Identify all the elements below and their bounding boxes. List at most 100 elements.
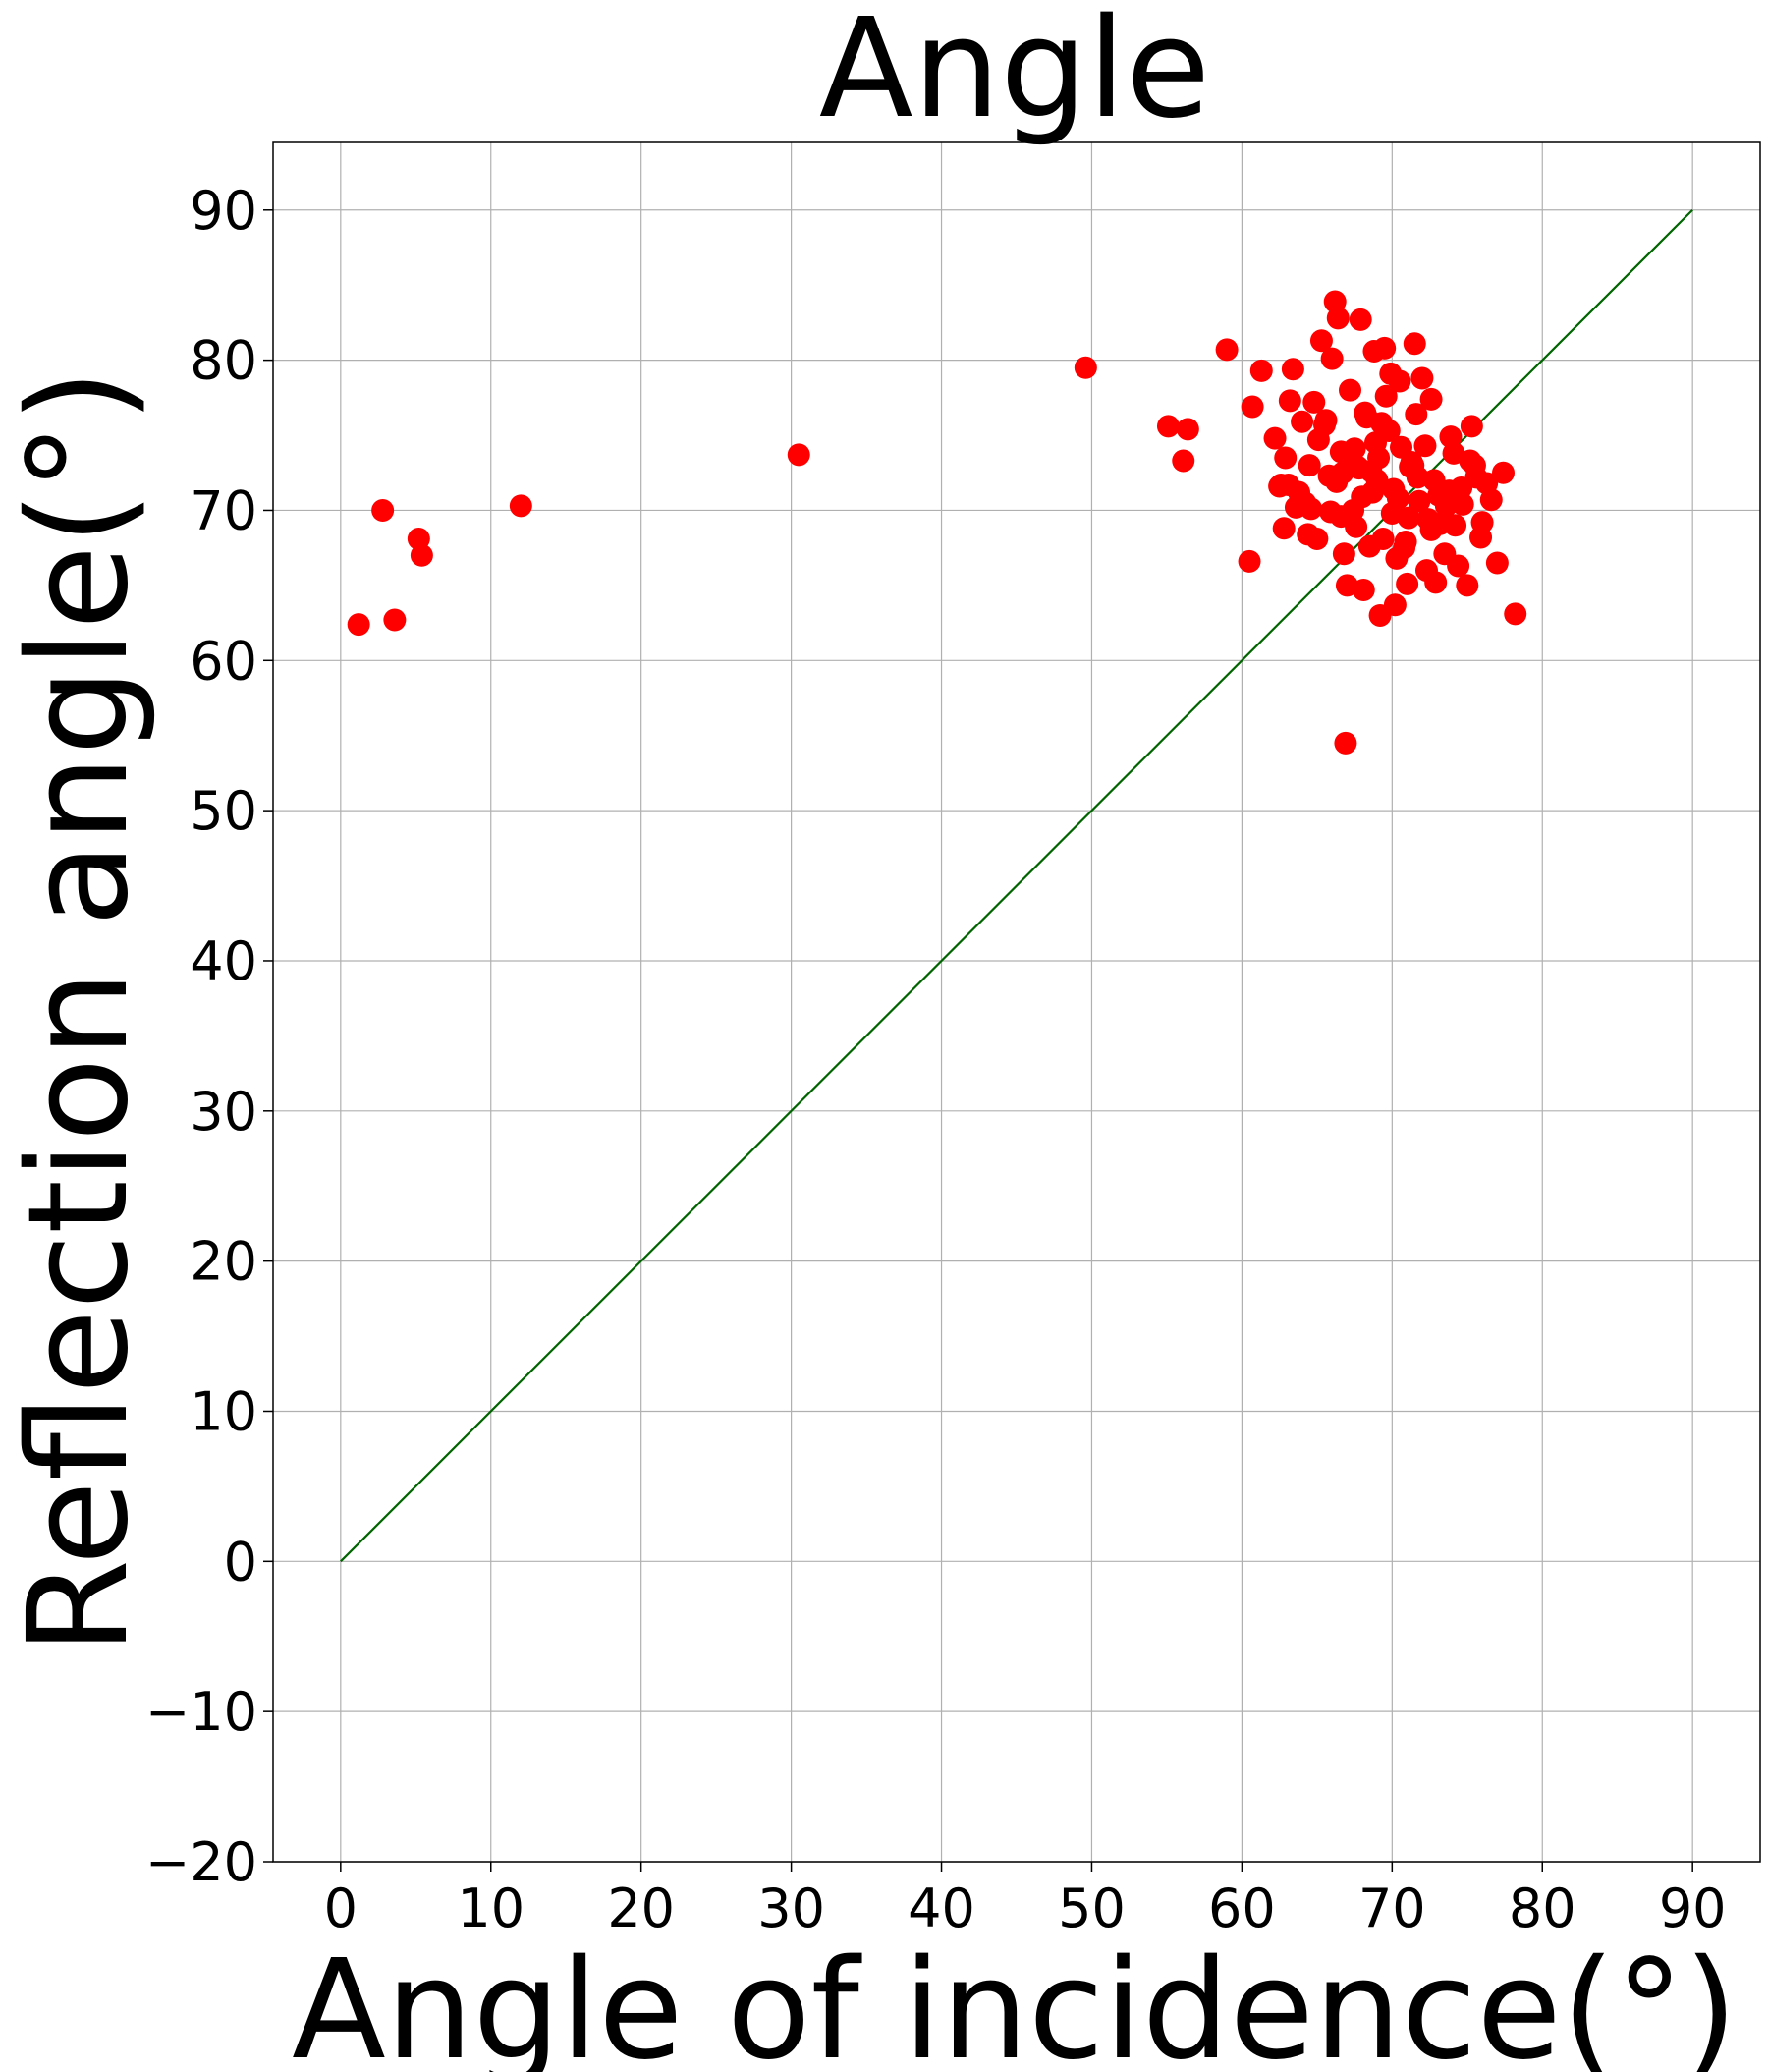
scatter-point: [371, 498, 395, 522]
scatter-point: [1371, 527, 1395, 550]
scatter-point: [1339, 378, 1362, 402]
y-tick-label: 40: [190, 930, 257, 992]
scatter-point: [1367, 446, 1391, 470]
y-tick-label: 80: [190, 330, 257, 392]
scatter-point: [1479, 488, 1503, 512]
scatter-point: [1331, 461, 1354, 484]
scatter-point: [1272, 517, 1296, 540]
scatter-point: [1074, 356, 1097, 379]
scatter-point: [1410, 366, 1434, 390]
scatter-point: [1416, 508, 1440, 532]
scatter-point: [1430, 483, 1454, 507]
scatter-point: [1379, 362, 1403, 385]
scatter-point: [1281, 358, 1304, 381]
scatter-point: [1424, 571, 1448, 594]
scatter-point: [1408, 489, 1431, 513]
scatter-point: [1334, 731, 1357, 755]
scatter-point: [1385, 546, 1409, 570]
y-tick-label: 70: [190, 479, 257, 541]
scatter-point: [787, 443, 810, 467]
scatter-point: [1306, 428, 1330, 452]
plot-area-frame: [272, 141, 1761, 1863]
scatter-point: [1274, 446, 1298, 470]
scatter-point: [1309, 329, 1333, 353]
scatter-point: [1326, 307, 1350, 330]
scatter-point: [1298, 454, 1321, 477]
scatter-point: [1329, 440, 1353, 464]
scatter-point: [1249, 359, 1273, 382]
y-tick-label: 20: [190, 1231, 257, 1293]
scatter-point: [1439, 425, 1463, 449]
scatter-point: [1389, 435, 1412, 459]
y-tick-label: 50: [190, 780, 257, 842]
scatter-point: [1238, 549, 1261, 573]
scatter-point: [1450, 476, 1473, 500]
scatter-point: [1352, 578, 1375, 601]
scatter-point: [1504, 602, 1527, 626]
scatter-point: [1314, 409, 1338, 432]
scatter-point: [1297, 523, 1320, 546]
scatter-point: [1444, 514, 1467, 537]
scatter-point: [1485, 551, 1509, 575]
scatter-point: [1302, 390, 1326, 414]
scatter-point: [1176, 418, 1199, 441]
y-tick-label: −20: [145, 1831, 257, 1893]
scatter-point: [1360, 480, 1384, 504]
chart-title: Angle: [819, 0, 1210, 149]
y-tick-label: −10: [145, 1681, 257, 1743]
y-axis-label: Reflection angle(°): [0, 369, 159, 1655]
x-tick-label: 60: [1208, 1877, 1276, 1939]
scatter-point: [1394, 531, 1417, 554]
y-tick-label: 10: [190, 1380, 257, 1442]
scatter-point: [1263, 426, 1287, 450]
scatter-point: [1374, 384, 1398, 408]
x-tick-label: 30: [757, 1877, 825, 1939]
y-axis-ticks: −20 −10 0 10 20 30 40 50 60 70 80 90: [145, 180, 273, 1893]
scatter-point: [1354, 401, 1377, 424]
scatter-point: [1451, 492, 1474, 516]
x-tick-label: 80: [1509, 1877, 1576, 1939]
y-tick-label: 60: [190, 630, 257, 692]
scatter-point: [1332, 542, 1355, 566]
y-tick-label: 0: [224, 1531, 257, 1593]
scatter-point: [509, 494, 532, 518]
scatter-point: [1299, 497, 1323, 521]
y-tick-label: 30: [190, 1081, 257, 1143]
scatter-point: [1406, 466, 1429, 489]
scatter-point: [1342, 498, 1365, 522]
scatter-point: [1460, 415, 1483, 438]
scatter-point: [1320, 347, 1344, 370]
x-tick-label: 50: [1058, 1877, 1126, 1939]
scatter-point: [383, 608, 407, 632]
scatter-point: [1319, 500, 1343, 524]
x-tick-label: 70: [1358, 1877, 1426, 1939]
scatter-point: [1386, 486, 1409, 510]
x-tick-label: 20: [607, 1877, 675, 1939]
scatter-point: [1370, 412, 1394, 435]
x-axis-label: Angle of incidence(°): [292, 1931, 1738, 2072]
scatter-point: [1373, 336, 1397, 360]
scatter-point: [1156, 415, 1180, 438]
scatter-points: [347, 290, 1527, 755]
scatter-point: [1215, 338, 1239, 362]
scatter-point: [1349, 308, 1372, 331]
scatter-point: [1278, 389, 1301, 413]
scatter-point: [347, 613, 370, 637]
scatter-point: [1269, 473, 1293, 496]
x-tick-label: 40: [908, 1877, 975, 1939]
scatter-point: [1491, 461, 1515, 484]
scatter-point: [1241, 395, 1264, 419]
scatter-point: [1403, 332, 1426, 356]
x-tick-label: 90: [1659, 1877, 1727, 1939]
scatter-point: [1291, 410, 1314, 433]
scatter-point: [1470, 511, 1494, 534]
scatter-point: [1405, 403, 1428, 426]
x-tick-label: 0: [324, 1877, 358, 1939]
scatter-point: [1419, 387, 1443, 411]
scatter-point: [1463, 454, 1486, 477]
scatter-point: [1396, 572, 1419, 595]
scatter-point: [410, 543, 433, 567]
scatter-point: [1397, 506, 1420, 530]
